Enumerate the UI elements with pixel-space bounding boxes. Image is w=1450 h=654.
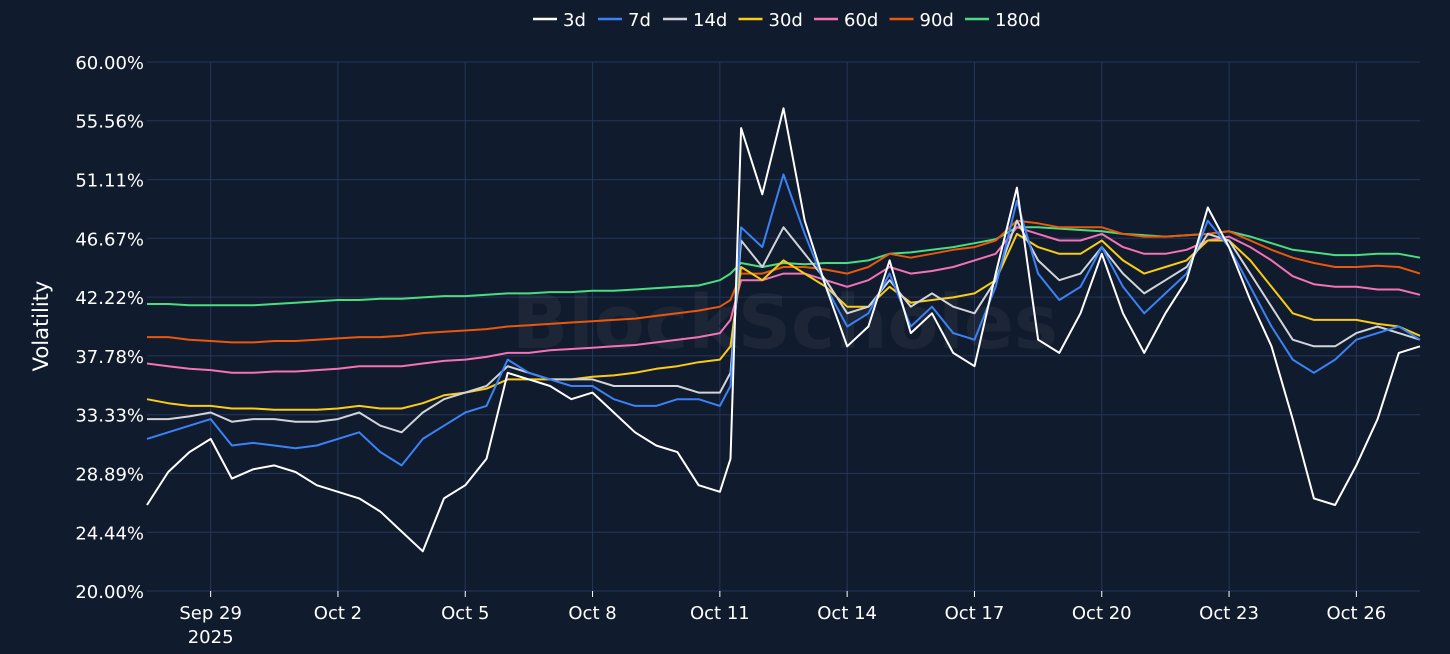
y-tick-label: 60.00% bbox=[75, 53, 144, 74]
grid bbox=[147, 61, 1420, 597]
y-tick-label: 42.22% bbox=[75, 288, 144, 309]
legend-label-7d: 7d bbox=[628, 10, 651, 31]
x-tick-year-label: 2025 bbox=[188, 627, 234, 648]
series-line-60d bbox=[146, 226, 1421, 374]
legend-label-3d: 3d bbox=[563, 10, 586, 31]
x-tick-label: Sep 29 bbox=[179, 603, 242, 624]
y-tick-label: 51.11% bbox=[75, 171, 144, 192]
x-tick-label: Oct 20 bbox=[1072, 603, 1132, 624]
x-tick-label: Oct 17 bbox=[945, 603, 1005, 624]
x-tick-label: Oct 5 bbox=[441, 603, 489, 624]
y-tick-label: 55.56% bbox=[75, 112, 144, 133]
y-tick-label: 33.33% bbox=[75, 406, 144, 427]
legend-label-14d: 14d bbox=[693, 10, 727, 31]
y-axis-label: Volatility bbox=[29, 281, 53, 372]
x-tick-label: Oct 26 bbox=[1326, 603, 1386, 624]
legend-label-30d: 30d bbox=[769, 10, 803, 31]
x-axis-ticks: Sep 29 2025 Oct 2 Oct 5 Oct 8 Oct 11 Oct 14 Oct… bbox=[179, 603, 1386, 648]
series-line-30d bbox=[146, 232, 1421, 411]
legend-label-60d: 60d bbox=[844, 10, 878, 31]
y-axis-ticks: 20.00% 24.44% 28.89% 33.33% 37.78% 42.22% 46.6… bbox=[75, 53, 144, 603]
series-line-14d bbox=[147, 219, 1421, 434]
y-tick-label: 28.89% bbox=[75, 464, 144, 485]
series-line-3d bbox=[146, 107, 1421, 553]
series-line-7d bbox=[146, 173, 1421, 467]
y-tick-label: 20.00% bbox=[75, 582, 144, 603]
legend-label-180d: 180d bbox=[995, 10, 1041, 31]
x-tick-label: Oct 23 bbox=[1199, 603, 1259, 624]
y-tick-label: 46.67% bbox=[75, 229, 144, 250]
x-tick-label: Oct 14 bbox=[817, 603, 877, 624]
y-tick-label: 24.44% bbox=[75, 523, 144, 544]
legend-label-90d: 90d bbox=[920, 10, 954, 31]
series-lines bbox=[146, 107, 1421, 553]
x-tick-label: Oct 11 bbox=[690, 603, 750, 624]
x-tick-label: Oct 2 bbox=[314, 603, 362, 624]
y-tick-label: 37.78% bbox=[75, 347, 144, 368]
x-tick-label: Oct 8 bbox=[568, 603, 616, 624]
legend: 3d 7d 14d 30d 60d 90d 180d bbox=[533, 10, 1041, 31]
